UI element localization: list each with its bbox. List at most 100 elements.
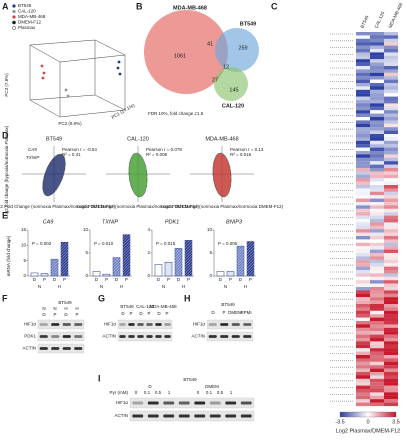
- point-cloud: [42, 153, 66, 197]
- blot: [129, 410, 255, 422]
- oxygen-label: N: [38, 284, 41, 289]
- heatmap-cell: [384, 249, 398, 254]
- lane-label: P: [129, 311, 132, 316]
- heatmap-cell: [384, 79, 398, 84]
- band: [137, 323, 144, 326]
- cell-line: MDA-MB-468: [149, 304, 177, 309]
- heatmap-cell: [356, 96, 370, 101]
- heatmap-cell: [384, 222, 398, 226]
- pca-box: [29, 39, 126, 63]
- heatmap-cell: [384, 351, 398, 356]
- pca-dot: [117, 60, 121, 64]
- heatmap-cell: [356, 270, 370, 274]
- lane-label: D: [211, 310, 215, 315]
- heatmap-cell: [384, 293, 398, 298]
- heatmap-cell: [384, 100, 398, 104]
- heatmap-cell: [370, 324, 384, 328]
- blot: [37, 331, 85, 342]
- heatmap-cell: [370, 304, 384, 308]
- condition-label: P: [125, 277, 128, 282]
- heatmap-cell: [356, 110, 370, 114]
- heatmap-cell: [384, 35, 398, 39]
- heatmap-cell: [384, 45, 398, 50]
- heatmap-cell: [384, 219, 398, 223]
- heatmap-cell: [370, 368, 384, 373]
- set-name: MDA-MB-468: [173, 5, 207, 11]
- row-label: HIF1α: [104, 322, 117, 327]
- bar: [226, 271, 235, 277]
- heatmap-cell: [370, 259, 384, 264]
- heatmap-cell: [356, 266, 370, 271]
- heatmap-cell: [384, 110, 398, 114]
- heatmap-cell: [356, 280, 370, 284]
- heatmap-cell: [356, 168, 370, 172]
- lane-label: H: [75, 306, 78, 311]
- band: [178, 414, 190, 418]
- heatmap-cell: [370, 106, 384, 111]
- heatmap-cell: [370, 310, 384, 315]
- condition-label: P: [43, 277, 46, 282]
- heatmap-cell: [384, 242, 398, 247]
- heatmap-cell: [384, 198, 398, 203]
- band: [74, 347, 83, 350]
- heatmap-cell: [370, 395, 384, 400]
- heatmap-cell: [370, 86, 384, 90]
- bar: [102, 273, 111, 277]
- heatmap-cell: [356, 59, 370, 63]
- heatmap-cell: [370, 351, 384, 356]
- lane-label: P: [53, 312, 56, 317]
- band: [128, 323, 135, 326]
- heatmap-cell: [356, 100, 370, 104]
- stat: R² = 0.006: [146, 152, 168, 157]
- heatmap-cell: [384, 181, 398, 186]
- heatmap-cell: [384, 283, 398, 288]
- axis-label: Log2 Fold Change (normoxia Plasmax/normo…: [161, 204, 284, 209]
- heatmap-cell: [384, 76, 398, 80]
- heatmap-cell: [356, 222, 370, 226]
- heatmap-cell: [384, 137, 398, 141]
- plot-title: CAL-120: [127, 136, 149, 142]
- band: [128, 335, 135, 338]
- set-name: CAL-120: [222, 103, 244, 109]
- heatmap-cell: [384, 358, 398, 362]
- heatmap-cell: [356, 103, 370, 107]
- lane-label: H: [64, 306, 67, 311]
- heatmap-cell: [356, 79, 370, 84]
- heatmap-cell: [370, 348, 384, 352]
- condition-label: P: [249, 277, 252, 282]
- lane-label: RPMI: [240, 310, 251, 315]
- lane-label: D: [139, 311, 143, 316]
- heatmap-cell: [384, 310, 398, 315]
- heatmap-cell: [356, 239, 370, 243]
- heatmap-cell: [384, 215, 398, 220]
- plot-title: BT549: [46, 136, 62, 142]
- bar-hatch: [123, 234, 130, 276]
- heatmap-cell: [356, 249, 370, 254]
- band: [146, 335, 153, 338]
- lane-label: P: [222, 310, 225, 315]
- condition-label: D: [157, 277, 161, 282]
- heatmap-cell: [356, 157, 370, 162]
- heatmap-cell: [384, 239, 398, 243]
- heatmap-cell: [384, 263, 398, 267]
- heatmap-cell: [356, 307, 370, 311]
- heatmap-cell: [384, 127, 398, 131]
- lane-label: P: [165, 311, 168, 316]
- heatmap-cell: [356, 331, 370, 335]
- band: [194, 414, 206, 418]
- heatmap-cell: [356, 219, 370, 223]
- venn-set: [215, 28, 259, 72]
- heatmap-cell: [356, 304, 370, 308]
- heatmap-cell: [370, 62, 384, 67]
- heatmap-cell: [370, 42, 384, 46]
- heatmap-cell: [384, 287, 398, 291]
- blot: [117, 319, 173, 330]
- heatmap-cell: [370, 76, 384, 80]
- heatmap-cell: [370, 327, 384, 332]
- heatmap-cell: [370, 392, 384, 396]
- heatmap-cell: [356, 229, 370, 233]
- venn-count: 12: [223, 64, 229, 70]
- blot: [129, 397, 255, 409]
- condition-label: D: [219, 277, 223, 282]
- heatmap-cell: [356, 134, 370, 138]
